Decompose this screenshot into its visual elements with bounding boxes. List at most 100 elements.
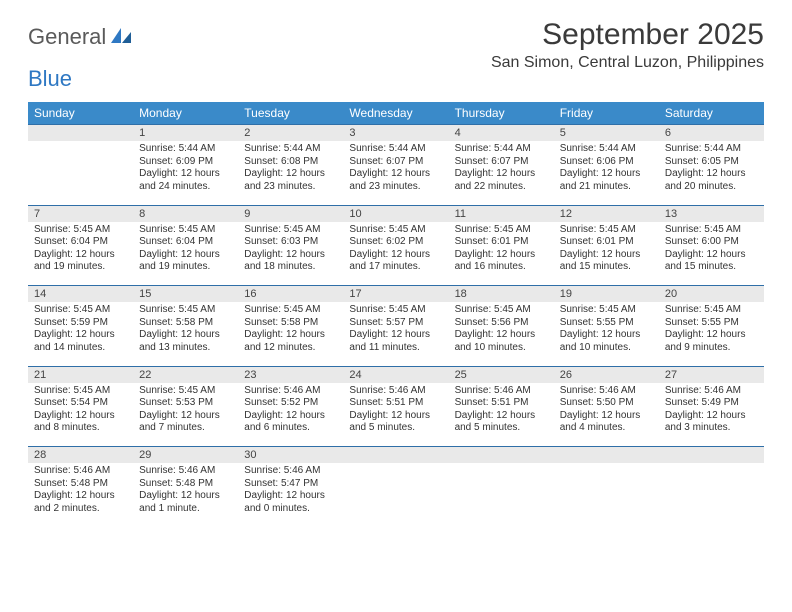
day-line: and 0 minutes. bbox=[244, 503, 337, 516]
day-number: 15 bbox=[133, 286, 238, 303]
day-cell bbox=[554, 463, 659, 527]
day-line: Daylight: 12 hours bbox=[349, 249, 442, 262]
day-line: Daylight: 12 hours bbox=[139, 168, 232, 181]
day-line: Daylight: 12 hours bbox=[349, 410, 442, 423]
day-cell: Sunrise: 5:44 AMSunset: 6:06 PMDaylight:… bbox=[554, 141, 659, 205]
day-line: Daylight: 12 hours bbox=[349, 168, 442, 181]
day-line: Sunset: 6:01 PM bbox=[560, 236, 653, 249]
day-line: Daylight: 12 hours bbox=[34, 490, 127, 503]
logo: General bbox=[28, 18, 134, 50]
day-cell: Sunrise: 5:45 AMSunset: 5:58 PMDaylight:… bbox=[238, 302, 343, 366]
day-line: Sunset: 6:05 PM bbox=[665, 156, 758, 169]
calendar-table: Sunday Monday Tuesday Wednesday Thursday… bbox=[28, 102, 764, 527]
day-cell: Sunrise: 5:45 AMSunset: 6:04 PMDaylight:… bbox=[133, 222, 238, 286]
day-line: Sunrise: 5:44 AM bbox=[560, 143, 653, 156]
day-number: 21 bbox=[28, 366, 133, 383]
day-line: and 13 minutes. bbox=[139, 342, 232, 355]
day-line: and 20 minutes. bbox=[665, 181, 758, 194]
day-number: 11 bbox=[449, 205, 554, 222]
day-line: Sunrise: 5:46 AM bbox=[139, 465, 232, 478]
day-line: Sunrise: 5:45 AM bbox=[560, 224, 653, 237]
day-cell: Sunrise: 5:44 AMSunset: 6:07 PMDaylight:… bbox=[449, 141, 554, 205]
day-line: Sunset: 5:48 PM bbox=[139, 478, 232, 491]
day-cell: Sunrise: 5:45 AMSunset: 6:01 PMDaylight:… bbox=[554, 222, 659, 286]
day-line: and 17 minutes. bbox=[349, 261, 442, 274]
day-number: 9 bbox=[238, 205, 343, 222]
day-line: Sunset: 5:56 PM bbox=[455, 317, 548, 330]
day-line: Sunrise: 5:45 AM bbox=[139, 304, 232, 317]
day-cell bbox=[343, 463, 448, 527]
day-line: Daylight: 12 hours bbox=[560, 410, 653, 423]
day-number bbox=[554, 447, 659, 464]
day-number: 24 bbox=[343, 366, 448, 383]
day-line: Sunrise: 5:46 AM bbox=[349, 385, 442, 398]
day-line: Sunrise: 5:45 AM bbox=[455, 224, 548, 237]
day-line: Daylight: 12 hours bbox=[349, 329, 442, 342]
month-title: September 2025 bbox=[491, 18, 764, 52]
day-line: and 19 minutes. bbox=[139, 261, 232, 274]
day-line: Sunset: 5:59 PM bbox=[34, 317, 127, 330]
day-line: Daylight: 12 hours bbox=[139, 490, 232, 503]
day-line: Sunrise: 5:45 AM bbox=[139, 385, 232, 398]
day-line: Sunrise: 5:45 AM bbox=[244, 224, 337, 237]
week-daynum-row: 21222324252627 bbox=[28, 366, 764, 383]
day-line: Daylight: 12 hours bbox=[244, 410, 337, 423]
day-line: Sunset: 6:06 PM bbox=[560, 156, 653, 169]
day-number: 6 bbox=[659, 125, 764, 142]
day-line: Sunrise: 5:44 AM bbox=[349, 143, 442, 156]
day-line: Sunrise: 5:45 AM bbox=[665, 224, 758, 237]
day-line: Daylight: 12 hours bbox=[665, 329, 758, 342]
day-cell: Sunrise: 5:45 AMSunset: 5:55 PMDaylight:… bbox=[554, 302, 659, 366]
day-cell: Sunrise: 5:45 AMSunset: 5:54 PMDaylight:… bbox=[28, 383, 133, 447]
day-line: and 12 minutes. bbox=[244, 342, 337, 355]
day-line: Sunrise: 5:45 AM bbox=[139, 224, 232, 237]
day-number: 28 bbox=[28, 447, 133, 464]
day-line: and 4 minutes. bbox=[560, 422, 653, 435]
day-number: 25 bbox=[449, 366, 554, 383]
day-line: Sunrise: 5:45 AM bbox=[34, 224, 127, 237]
day-line: Sunset: 5:54 PM bbox=[34, 397, 127, 410]
day-line: Daylight: 12 hours bbox=[244, 168, 337, 181]
week-content-row: Sunrise: 5:44 AMSunset: 6:09 PMDaylight:… bbox=[28, 141, 764, 205]
day-line: and 19 minutes. bbox=[34, 261, 127, 274]
day-line: and 15 minutes. bbox=[560, 261, 653, 274]
day-number: 7 bbox=[28, 205, 133, 222]
day-cell: Sunrise: 5:46 AMSunset: 5:49 PMDaylight:… bbox=[659, 383, 764, 447]
day-line: Sunrise: 5:44 AM bbox=[455, 143, 548, 156]
day-line: Daylight: 12 hours bbox=[34, 410, 127, 423]
day-number bbox=[343, 447, 448, 464]
day-line: Sunrise: 5:46 AM bbox=[665, 385, 758, 398]
day-line: Daylight: 12 hours bbox=[34, 329, 127, 342]
col-saturday: Saturday bbox=[659, 102, 764, 125]
day-line: Daylight: 12 hours bbox=[139, 410, 232, 423]
day-line: Daylight: 12 hours bbox=[560, 168, 653, 181]
day-cell: Sunrise: 5:44 AMSunset: 6:07 PMDaylight:… bbox=[343, 141, 448, 205]
day-line: Sunset: 6:02 PM bbox=[349, 236, 442, 249]
day-line: Sunset: 6:03 PM bbox=[244, 236, 337, 249]
col-thursday: Thursday bbox=[449, 102, 554, 125]
day-cell: Sunrise: 5:46 AMSunset: 5:48 PMDaylight:… bbox=[133, 463, 238, 527]
day-line: Sunset: 5:55 PM bbox=[560, 317, 653, 330]
day-number bbox=[449, 447, 554, 464]
day-line: Sunset: 5:58 PM bbox=[244, 317, 337, 330]
day-cell: Sunrise: 5:45 AMSunset: 6:03 PMDaylight:… bbox=[238, 222, 343, 286]
day-number: 20 bbox=[659, 286, 764, 303]
day-cell: Sunrise: 5:46 AMSunset: 5:47 PMDaylight:… bbox=[238, 463, 343, 527]
logo-text-general: General bbox=[28, 24, 106, 50]
day-line: Daylight: 12 hours bbox=[560, 329, 653, 342]
day-line: and 15 minutes. bbox=[665, 261, 758, 274]
day-line: Daylight: 12 hours bbox=[244, 249, 337, 262]
day-cell: Sunrise: 5:46 AMSunset: 5:50 PMDaylight:… bbox=[554, 383, 659, 447]
day-number: 14 bbox=[28, 286, 133, 303]
day-line: Sunrise: 5:45 AM bbox=[665, 304, 758, 317]
day-line: and 10 minutes. bbox=[455, 342, 548, 355]
day-line: Sunrise: 5:45 AM bbox=[560, 304, 653, 317]
week-daynum-row: 123456 bbox=[28, 125, 764, 142]
day-line: Sunset: 6:07 PM bbox=[455, 156, 548, 169]
day-cell: Sunrise: 5:46 AMSunset: 5:51 PMDaylight:… bbox=[343, 383, 448, 447]
week-content-row: Sunrise: 5:46 AMSunset: 5:48 PMDaylight:… bbox=[28, 463, 764, 527]
day-cell: Sunrise: 5:45 AMSunset: 6:04 PMDaylight:… bbox=[28, 222, 133, 286]
day-line: Sunrise: 5:44 AM bbox=[139, 143, 232, 156]
day-line: Sunset: 6:08 PM bbox=[244, 156, 337, 169]
day-number: 2 bbox=[238, 125, 343, 142]
